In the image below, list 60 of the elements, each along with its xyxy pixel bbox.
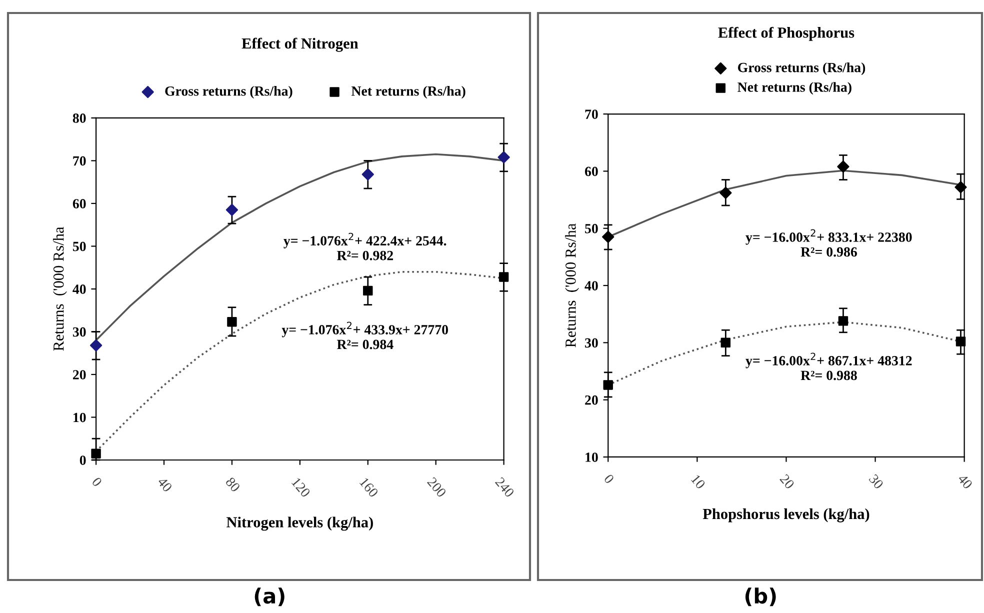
- y-tick-label: 20: [585, 395, 598, 405]
- y-tick-label: 60: [584, 166, 598, 176]
- x-tick-label: 40: [957, 473, 973, 490]
- y-tick-label: 70: [73, 156, 86, 166]
- x-axis-title: Phopshorus levels (kg/ha): [702, 508, 870, 522]
- x-tick-label: 80: [225, 476, 241, 492]
- point: [90, 339, 102, 352]
- y-axis-title: Returns ('000 Rs/ha: [565, 223, 579, 348]
- y-tick-label: 30: [72, 327, 86, 337]
- point: [363, 286, 373, 296]
- point: [956, 336, 966, 346]
- legend-label: Net returns (Rs/ha): [351, 86, 466, 99]
- y-tick-label: 20: [73, 370, 86, 380]
- legend-label: Net returns (Rs/ha): [738, 82, 852, 95]
- x-tick-label: 0: [604, 474, 615, 484]
- point: [498, 272, 509, 282]
- point: [837, 160, 850, 173]
- x-axis-title: Nitrogen levels (kg/ha): [226, 516, 373, 531]
- x-tick-label: 20: [779, 474, 795, 490]
- chart-title: Effect of Phosphorus: [718, 26, 854, 41]
- point: [602, 230, 614, 243]
- x-tick-label: 40: [157, 476, 173, 492]
- x-tick-label: 240: [494, 476, 515, 498]
- y-tick-label: 0: [80, 456, 86, 465]
- y-tick-label: 70: [585, 110, 598, 119]
- x-tick-label: 200: [426, 476, 447, 498]
- x-tick-label: 120: [291, 477, 311, 498]
- y-tick-label: 10: [586, 452, 598, 462]
- point: [838, 316, 848, 326]
- x-tick-label: 10: [690, 474, 706, 490]
- y-axis-title: Returns ('000 Rs/ha: [53, 226, 67, 351]
- x-tick-label: 0: [91, 476, 102, 488]
- y-tick-label: 30: [585, 338, 598, 348]
- chart-title: Effect of Nitrogen: [242, 38, 358, 52]
- y-tick-label: 40: [72, 284, 86, 294]
- point: [720, 338, 731, 348]
- point: [720, 186, 732, 199]
- point: [954, 181, 967, 194]
- point: [362, 168, 374, 180]
- point: [91, 448, 101, 458]
- annotation: y= −16.00x$^{2}$+ 833.1x+ 22380 R²= 0.986: [746, 229, 912, 257]
- legend-label: Gross returns (Rs/ha): [165, 86, 292, 99]
- legend-label: Gross returns (Rs/ha): [738, 62, 866, 76]
- x-tick-label: 160: [359, 477, 379, 498]
- point: [498, 151, 510, 164]
- y-tick-label: 80: [72, 114, 86, 123]
- text: (a): [254, 588, 284, 606]
- y-tick-label: 50: [72, 242, 86, 252]
- annotation: y= −16.00x$^{2}$+ 867.1x+ 48312 R²= 0.988: [746, 352, 912, 380]
- text: (b): [745, 588, 776, 606]
- x-tick-label: 30: [868, 474, 884, 490]
- point: [227, 317, 237, 327]
- annotation: y= −1.076x$^{2}$+ 422.4x+ 2544. R²= 0.982: [284, 232, 446, 260]
- point: [603, 380, 613, 390]
- point: [226, 204, 238, 216]
- annotation: y= −1.076x$^{2}$+ 433.9x+ 27770 R²= 0.984: [282, 322, 448, 350]
- y-tick-label: 50: [585, 224, 598, 234]
- y-tick-label: 60: [72, 199, 86, 208]
- y-tick-label: 10: [74, 412, 86, 422]
- y-tick-label: 40: [584, 281, 598, 290]
